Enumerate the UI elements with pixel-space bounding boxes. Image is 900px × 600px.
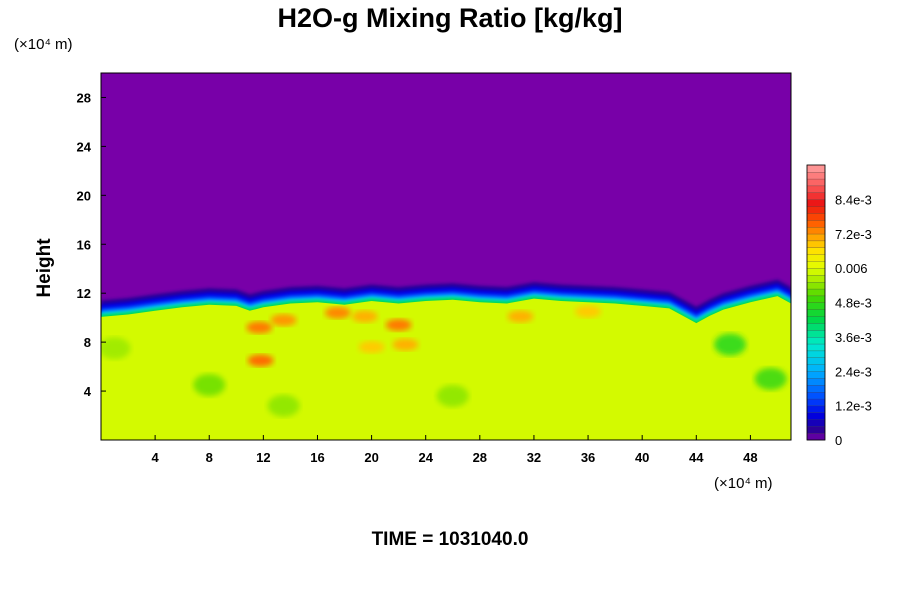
colorbar-label-7: 8.4e-3 (835, 192, 872, 207)
y-tick-label-16: 16 (77, 237, 91, 252)
colorbar-cell (806, 171, 826, 180)
colorbar-cell (806, 302, 826, 310)
x-tick-label-44: 44 (689, 450, 704, 465)
x-tick-label-28: 28 (473, 450, 487, 465)
colorbar-label-1: 1.2e-3 (835, 399, 872, 414)
y-axis: 4 8 12 16 20 24 28 (77, 90, 106, 399)
x-tick-label-12: 12 (256, 450, 270, 465)
plot-frame (100, 72, 792, 441)
dry-patch-1 (193, 373, 226, 396)
colorbar-cell (806, 274, 826, 283)
colorbar-label-6: 7.2e-3 (835, 227, 872, 242)
moist-patch-6 (392, 338, 419, 351)
colorbar-cell (806, 391, 826, 400)
colorbar-cell (806, 281, 826, 290)
moist-patch-7 (358, 341, 385, 354)
moist-patch-5 (385, 319, 412, 332)
dry-patch-2 (267, 394, 300, 417)
time-label: TIME = 1031040.0 (371, 529, 529, 550)
x-tick-label-32: 32 (527, 450, 541, 465)
colorbar-cell (806, 329, 826, 338)
moist-patch-1 (246, 321, 273, 334)
colorbar-cell (806, 350, 826, 358)
colorbar-cell (806, 412, 826, 420)
colorbar-label-0: 0 (835, 433, 842, 448)
colorbar-cell (806, 343, 826, 352)
x-axis: 4 8 12 16 20 24 28 32 36 40 44 48 (152, 435, 758, 465)
moist-patch-9 (507, 310, 534, 323)
colorbar-cell (806, 261, 826, 269)
colorbar-cell (806, 185, 826, 193)
moist-patch-2 (270, 314, 297, 327)
colorbar-cell (806, 336, 826, 345)
colorbar-cell (806, 206, 826, 214)
y-tick-label-28: 28 (77, 90, 91, 105)
colorbar-label-5: 0.006 (835, 261, 868, 276)
y-tick-label-8: 8 (84, 335, 91, 350)
x-tick-label-20: 20 (364, 450, 378, 465)
chart-title: H2O-g Mixing Ratio [kg/kg] (277, 3, 623, 33)
colorbar-label-2: 2.4e-3 (835, 364, 872, 379)
dry-patch-4 (714, 333, 747, 356)
x-tick-label-16: 16 (310, 450, 324, 465)
moist-patch-8 (247, 354, 274, 367)
colorbar: 0 1.2e-3 2.4e-3 3.6e-3 4.8e-3 0.006 7.2e-3 8.4e… (806, 164, 872, 448)
colorbar-cell (806, 254, 826, 262)
y-tick-label-24: 24 (77, 139, 92, 154)
moist-patch-4 (351, 310, 378, 323)
x-tick-label-40: 40 (635, 450, 649, 465)
x-unit-label: (×10⁴ m) (714, 475, 773, 492)
moist-patch-10 (575, 305, 602, 318)
colorbar-cell (806, 316, 826, 324)
colorbar-cell (806, 267, 826, 276)
y-unit-label: (×10⁴ m) (14, 36, 73, 53)
colorbar-cell (806, 164, 826, 173)
plot-area (101, 73, 791, 440)
x-tick-label-24: 24 (418, 450, 433, 465)
colorbar-cell (806, 322, 826, 331)
colorbar-label-3: 3.6e-3 (835, 330, 872, 345)
colorbar-cell (806, 212, 826, 221)
colorbar-label-4: 4.8e-3 (835, 296, 872, 311)
dry-patch-5 (754, 367, 787, 390)
colorbar-cell (806, 247, 826, 255)
colorbar-cell (806, 192, 826, 200)
x-tick-label-4: 4 (152, 450, 160, 465)
y-tick-label-4: 4 (84, 384, 92, 399)
dry-patch-3 (436, 384, 469, 407)
y-tick-label-20: 20 (77, 188, 91, 203)
colorbar-cell (806, 295, 826, 303)
x-tick-label-8: 8 (206, 450, 213, 465)
colorbar-cell (806, 219, 826, 228)
colorbar-frame (806, 164, 826, 441)
x-tick-label-36: 36 (581, 450, 595, 465)
moist-patch-3 (324, 306, 351, 319)
dry-patch-6 (101, 337, 131, 360)
colorbar-cell (806, 398, 826, 407)
colorbar-cell (806, 419, 826, 427)
colorbar-cell (806, 309, 826, 317)
colorbar-cell (806, 364, 826, 372)
colorbar-cell (806, 432, 826, 441)
colorbar-cell (806, 233, 826, 242)
y-tick-label-12: 12 (77, 286, 91, 301)
colorbar-cell (806, 288, 826, 297)
colorbar-cell (806, 357, 826, 365)
colorbar-cell (806, 405, 826, 413)
colorbar-cell (806, 384, 826, 393)
y-axis-label: Height (34, 238, 55, 298)
colorbar-cell (806, 178, 826, 187)
colorbar-cell (806, 426, 826, 434)
colorbar-cell (806, 240, 826, 248)
x-tick-label-48: 48 (743, 450, 757, 465)
colorbar-cell (806, 199, 826, 207)
colorbar-cell (806, 371, 826, 379)
colorbar-cell (806, 226, 826, 235)
colorbar-cell (806, 377, 826, 386)
